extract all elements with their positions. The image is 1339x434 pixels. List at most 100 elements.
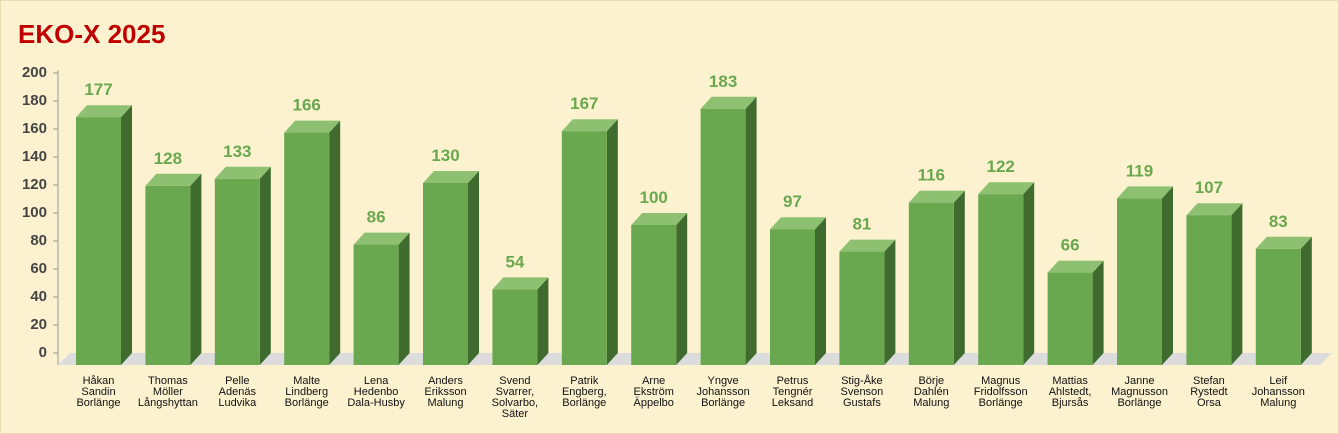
x-tick-label: Leif Johansson Malung bbox=[1251, 375, 1305, 409]
bar-side bbox=[537, 277, 549, 365]
bar-side bbox=[121, 105, 132, 365]
y-tick-label: 100 bbox=[22, 204, 47, 221]
y-tick-label: 80 bbox=[30, 232, 47, 249]
y-tick-label: 0 bbox=[39, 344, 47, 361]
bar-side bbox=[1092, 260, 1104, 365]
bar bbox=[1186, 215, 1232, 365]
bar bbox=[700, 108, 746, 366]
x-tick-label: Pelle Adenäs Ludvika bbox=[218, 375, 257, 409]
bar-top bbox=[1186, 203, 1243, 216]
x-tick-label: Malte Lindberg Borlänge bbox=[284, 375, 329, 409]
value-label: 119 bbox=[1126, 161, 1153, 180]
x-tick-label: Yngve Johansson Borlänge bbox=[696, 375, 750, 409]
bar-top bbox=[1117, 186, 1173, 199]
bar-top bbox=[978, 182, 1035, 195]
x-tick-label: Stig-Åke Svenson Gustafs bbox=[840, 375, 884, 409]
x-tick-label: Petrus Tengnér Leksand bbox=[771, 375, 814, 409]
bar-side bbox=[606, 119, 618, 365]
bar-side bbox=[190, 173, 202, 365]
y-tick-label: 60 bbox=[30, 260, 47, 277]
value-label: 66 bbox=[1061, 236, 1080, 255]
bar-top bbox=[353, 232, 410, 245]
x-tick-label: Lena Hedenbo Dala-Husby bbox=[347, 375, 405, 409]
bar-top bbox=[492, 277, 549, 290]
bar-side bbox=[1162, 186, 1173, 365]
bar bbox=[423, 183, 468, 365]
bar-top bbox=[908, 190, 965, 203]
bar-top bbox=[423, 171, 479, 183]
x-tick-label: Patrik Engberg, Borlänge bbox=[561, 375, 607, 409]
bar-side bbox=[815, 217, 826, 365]
value-label: 122 bbox=[987, 157, 1015, 176]
bar-side bbox=[884, 239, 896, 365]
bar bbox=[1255, 248, 1301, 365]
y-tick-label: 200 bbox=[22, 64, 47, 81]
value-label: 183 bbox=[709, 72, 737, 91]
bar-top bbox=[1047, 260, 1104, 273]
y-tick-label: 160 bbox=[22, 120, 47, 137]
value-label: 86 bbox=[367, 208, 386, 227]
bar bbox=[561, 131, 607, 365]
x-tick-label: Janne Magnusson Borlänge bbox=[1111, 375, 1168, 409]
y-tick-label: 40 bbox=[30, 288, 47, 305]
value-label: 107 bbox=[1195, 178, 1223, 197]
bar bbox=[631, 225, 677, 365]
bar bbox=[284, 132, 330, 365]
bar-top bbox=[770, 217, 826, 230]
value-label: 97 bbox=[783, 192, 802, 211]
bar-side bbox=[745, 96, 757, 366]
bar bbox=[145, 185, 191, 365]
bar-side bbox=[1231, 203, 1243, 365]
bar-top bbox=[284, 120, 341, 133]
bar bbox=[353, 244, 399, 365]
bar bbox=[76, 117, 121, 365]
x-tick-label: Magnus Fridolfsson Borlänge bbox=[973, 375, 1028, 409]
value-label: 166 bbox=[293, 96, 321, 115]
x-tick-label: Håkan Sandin Borlänge bbox=[76, 375, 121, 409]
x-tick-label: Arne Ekström Äppelbo bbox=[633, 375, 674, 409]
bar-side bbox=[398, 232, 410, 365]
bar-top bbox=[631, 213, 688, 225]
bar-top bbox=[214, 166, 271, 179]
bar-top bbox=[145, 173, 202, 186]
y-tick-label: 20 bbox=[30, 316, 47, 333]
value-label: 54 bbox=[505, 252, 524, 271]
value-label: 81 bbox=[852, 215, 871, 234]
value-label: 83 bbox=[1269, 212, 1288, 231]
bar-top bbox=[76, 105, 132, 118]
x-tick-label: Mattias Ahlstedt, Bjursås bbox=[1048, 375, 1092, 409]
x-tick-label: Anders Eriksson Malung bbox=[424, 375, 467, 409]
value-label: 116 bbox=[918, 166, 945, 185]
bar bbox=[908, 202, 954, 365]
bar-top bbox=[561, 119, 618, 132]
bar-side bbox=[468, 171, 479, 365]
bar bbox=[1047, 272, 1093, 365]
y-tick-label: 120 bbox=[22, 176, 47, 193]
x-tick-label: Börje Dahlén Malung bbox=[913, 375, 950, 409]
bar-side bbox=[329, 120, 341, 365]
bar bbox=[492, 289, 538, 365]
value-label: 133 bbox=[223, 142, 251, 161]
bar bbox=[1117, 198, 1162, 365]
x-tick-label: Svend Svarrer, Solvarbo, Säter bbox=[491, 375, 539, 420]
value-label: 100 bbox=[640, 188, 668, 207]
bar bbox=[770, 229, 815, 365]
bar-side bbox=[259, 166, 271, 365]
bar-side bbox=[676, 213, 688, 365]
chart-title: EKO-X 2025 bbox=[18, 19, 165, 49]
value-label: 167 bbox=[570, 94, 598, 113]
x-tick-label: Thomas Möller Långshyttan bbox=[137, 375, 198, 409]
bar bbox=[978, 194, 1024, 365]
bar-top bbox=[700, 96, 757, 109]
value-label: 130 bbox=[431, 146, 459, 165]
bar-side bbox=[1023, 182, 1035, 365]
y-tick-label: 140 bbox=[22, 148, 47, 165]
bar-top bbox=[839, 239, 896, 252]
y-tick-label: 180 bbox=[22, 92, 47, 109]
bar bbox=[214, 178, 260, 365]
value-label: 128 bbox=[154, 149, 182, 168]
bar-side bbox=[1300, 236, 1312, 365]
bar-side bbox=[953, 190, 965, 365]
